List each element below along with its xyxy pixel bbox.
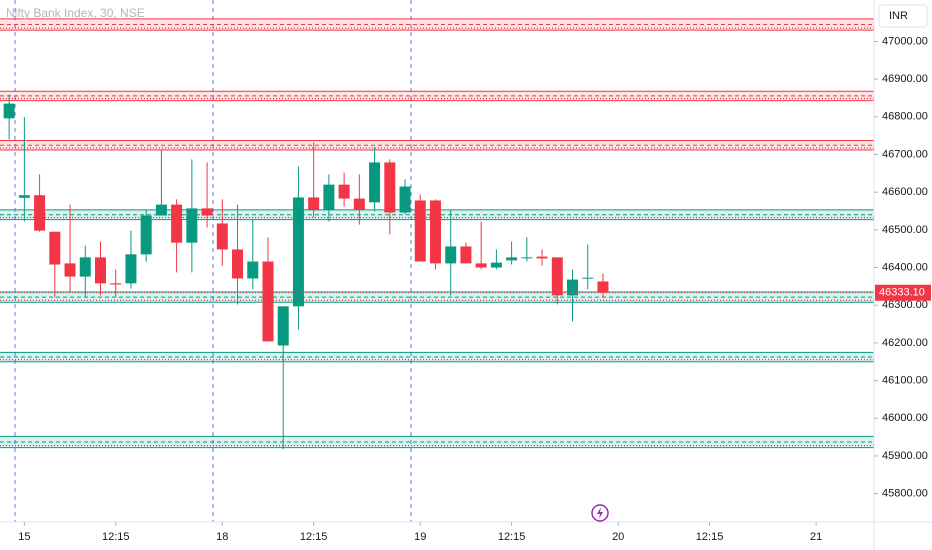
candle-body — [110, 283, 122, 285]
x-tick-label: 12:15 — [102, 531, 130, 543]
x-tick-label: 19 — [414, 531, 426, 543]
x-tick-label: 20 — [612, 531, 624, 543]
y-tick-label: 46600.00 — [882, 186, 928, 198]
candle-body — [232, 249, 244, 279]
candle-body — [597, 281, 609, 293]
y-tick-label: 46000.00 — [882, 412, 928, 424]
y-tick-label: 46800.00 — [882, 111, 928, 123]
candle-body — [140, 215, 152, 255]
y-tick-label: 45900.00 — [882, 450, 928, 462]
candle-body — [551, 257, 563, 296]
event-icon[interactable] — [591, 504, 609, 522]
candle-body — [34, 195, 46, 231]
candle-body — [94, 257, 106, 284]
candle-body — [247, 261, 259, 279]
candle-body — [475, 263, 487, 268]
candle-body — [18, 195, 30, 198]
currency-label[interactable]: INR — [889, 10, 908, 22]
y-tick-label: 46500.00 — [882, 224, 928, 236]
candle-body — [323, 184, 335, 210]
x-tick-label: 21 — [810, 531, 822, 543]
candle-body — [399, 186, 411, 213]
candle-body — [460, 246, 472, 264]
event-icon-bolt — [597, 507, 603, 519]
chart-title: Nifty Bank Index, 30, NSE — [6, 6, 145, 20]
candle-body — [308, 197, 320, 210]
x-tick-label: 12:15 — [498, 531, 526, 543]
candle-body — [64, 263, 76, 277]
candle-body — [353, 198, 365, 210]
candle-body — [292, 197, 304, 307]
candle-body — [506, 257, 518, 261]
y-tick-label: 46300.00 — [882, 299, 928, 311]
candle-body — [384, 162, 396, 213]
candle-body — [125, 254, 137, 284]
candle-body — [521, 257, 533, 259]
candle-body — [414, 200, 426, 262]
candle-body — [3, 103, 15, 119]
y-tick-label: 46200.00 — [882, 337, 928, 349]
candle-body — [445, 246, 457, 264]
y-tick-label: 46900.00 — [882, 73, 928, 85]
candle-body — [338, 184, 350, 199]
candle-body — [201, 208, 213, 216]
candle-body — [171, 204, 183, 243]
x-tick-label: 15 — [18, 531, 30, 543]
candle-body — [490, 262, 502, 268]
currency-button[interactable] — [878, 4, 928, 28]
candle-body — [536, 256, 548, 259]
x-tick-label: 12:15 — [300, 531, 328, 543]
x-tick-label: 18 — [216, 531, 228, 543]
candle-body — [582, 277, 594, 279]
last-price-label: 46333.10 — [879, 287, 925, 299]
candle-body — [216, 223, 228, 250]
candle-body — [369, 162, 381, 203]
candle-body — [49, 231, 61, 265]
plot-area — [0, 18, 874, 450]
y-tick-label: 46700.00 — [882, 148, 928, 160]
candle-body — [262, 261, 274, 342]
candle-body — [567, 279, 579, 296]
candle-body — [186, 208, 198, 243]
last-price-box — [875, 284, 931, 301]
y-tick-label: 47000.00 — [882, 35, 928, 47]
x-tick-label: 12:15 — [696, 531, 724, 543]
candle-body — [155, 204, 167, 216]
y-tick-label: 45800.00 — [882, 488, 928, 500]
candle-body — [277, 306, 289, 346]
candle-body — [429, 200, 441, 264]
y-tick-label: 46400.00 — [882, 261, 928, 273]
candle-body — [79, 257, 91, 277]
y-tick-label: 46100.00 — [882, 374, 928, 386]
